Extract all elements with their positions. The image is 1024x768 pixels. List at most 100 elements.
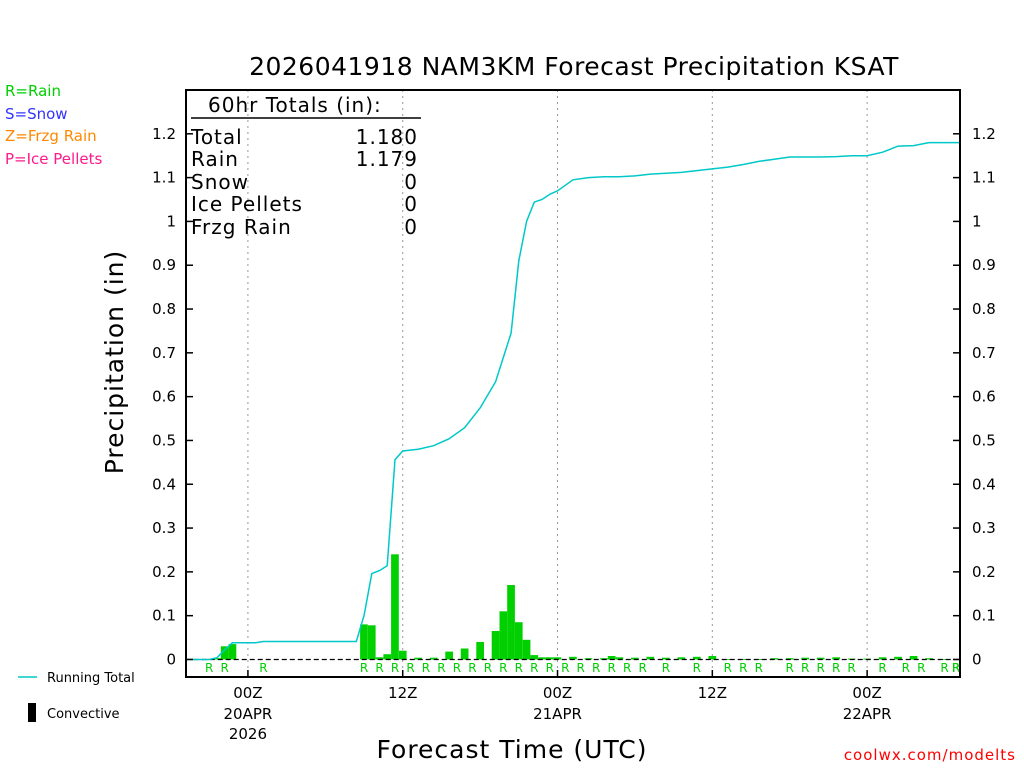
y-tick-label-right: 0 [972, 650, 982, 668]
precip-bar [360, 624, 368, 660]
totals-label-frzg-rain: Frzg Rain [191, 215, 292, 239]
precip-bar [739, 659, 748, 660]
y-tick-label-left: 0.8 [152, 300, 176, 318]
running-total-series [186, 141, 960, 661]
y-tick-label-right: 0.6 [972, 388, 996, 406]
ptype-marker: R [530, 661, 538, 675]
totals-value-rain: 1.179 [356, 147, 418, 171]
ptype-marker: R [360, 661, 368, 675]
precip-bar [878, 657, 887, 660]
ptype-marker: R [453, 661, 461, 675]
x-tick-label: 00Z [233, 684, 262, 702]
ptype-marker: R [786, 661, 794, 675]
legend-freezing-rain: Z=Frzg Rain [5, 127, 97, 145]
x-tick-date: 20APR [224, 705, 273, 723]
plot-frame [185, 89, 961, 678]
x-tick-label: 12Z [698, 684, 727, 702]
ptype-marker: R [952, 661, 960, 675]
precip-bar [677, 657, 686, 660]
ptype-marker: R [546, 661, 554, 675]
precip-bar [607, 656, 616, 660]
precip-bar [476, 642, 484, 660]
y-tick-label-right: 1 [972, 212, 982, 230]
precip-bar [631, 657, 639, 660]
totals-value-ice-pellets: 0 [404, 192, 418, 216]
precip-bar [445, 651, 453, 660]
y-tick-label-right: 0.1 [972, 607, 996, 625]
convective-swatch [28, 703, 36, 722]
y-tick-label-left: 0.9 [152, 256, 176, 274]
precip-bar [213, 658, 221, 660]
y-tick-label-left: 0.7 [152, 344, 176, 362]
ptype-marker: R [561, 661, 569, 675]
x-tick-label: 00Z [852, 684, 881, 702]
ptype-marker: R [662, 661, 670, 675]
y-tick-label-right: 0.5 [972, 431, 996, 449]
totals-header: 60hr Totals (in): [208, 93, 382, 117]
totals-box: 60hr Totals (in): Total 1.180 Rain 1.179… [190, 93, 421, 239]
y-tick-label-left: 0.3 [152, 519, 176, 537]
precip-bar [391, 554, 399, 660]
ptype-marker: R [832, 661, 840, 675]
ptype-marker: R [952, 661, 960, 675]
precip-bar [693, 656, 701, 660]
precip-bar [584, 658, 593, 660]
x-tick-date: 21APR [533, 705, 582, 723]
y-tick-label-right: 0.7 [972, 344, 996, 362]
y-tick-label-right: 0.8 [972, 300, 996, 318]
y-tick-label-left: 0.6 [152, 388, 176, 406]
ptype-marker: R [499, 661, 507, 675]
x-ticks: 00Z 20APR 2026 12Z 00Z 21APR 12Z 00Z 22APR [224, 670, 892, 743]
precip-bar [522, 639, 531, 660]
precip-bar [801, 657, 809, 660]
precip-bar [816, 657, 825, 660]
y-tick-label-left: 1.1 [152, 169, 176, 187]
precip-bar [662, 657, 670, 660]
ptype-marker: R [259, 661, 267, 675]
precip-bar [383, 654, 392, 660]
precip-bar [600, 658, 608, 660]
x-tick-date: 22APR [843, 705, 892, 723]
precip-bar [460, 648, 469, 660]
ptype-marker: R [515, 661, 523, 675]
y-tick-label-right: 1.2 [972, 125, 996, 143]
ptype-marker: R [817, 661, 825, 675]
ptype-marker: R [952, 661, 960, 675]
ptype-marker: R [917, 661, 925, 675]
totals-label-total: Total [190, 125, 243, 149]
totals-label-ice-pellets: Ice Pellets [191, 192, 303, 216]
precip-bar [925, 658, 933, 660]
chart-title: 2026041918 NAM3KM Forecast Precipitation… [249, 52, 899, 81]
ptype-marker: R [755, 661, 763, 675]
y-axis-label: Precipitation (in) [100, 250, 129, 475]
y-tick-label-right: 0.9 [972, 256, 996, 274]
legend-rain: R=Rain [5, 82, 61, 100]
ptype-marker: R [437, 661, 445, 675]
precip-bar [940, 659, 949, 660]
y-tick-label-right: 0.4 [972, 475, 996, 493]
precip-bar [530, 655, 539, 660]
precip-bar [545, 657, 554, 660]
precip-bar [646, 656, 655, 660]
y-tick-label-left: 0.5 [152, 431, 176, 449]
precip-bar [785, 658, 794, 660]
y-tick-label-left: 0.4 [152, 475, 176, 493]
x-axis-label: Forecast Time (UTC) [377, 735, 648, 764]
precip-bar [832, 657, 840, 660]
ptype-marker: R [639, 661, 647, 675]
x-gridlines [247, 90, 868, 677]
y-tick-label-left: 1 [166, 212, 176, 230]
ptype-marker: R [739, 661, 747, 675]
ptype-marker: R [375, 661, 383, 675]
ptype-marker: R [952, 661, 960, 675]
precip-bars [213, 554, 949, 660]
y-tick-label-right: 0.3 [972, 519, 996, 537]
precip-bar [220, 646, 229, 660]
ptype-legend: R=Rain S=Snow Z=Frzg Rain P=Ice Pellets [5, 82, 102, 168]
precip-bar [615, 657, 624, 660]
ptype-marker: R [422, 661, 430, 675]
precip-bar [375, 657, 384, 660]
x-tick-label: 00Z [543, 684, 572, 702]
y-tick-label-left: 0.1 [152, 607, 176, 625]
y-tick-label-left: 1.2 [152, 125, 176, 143]
